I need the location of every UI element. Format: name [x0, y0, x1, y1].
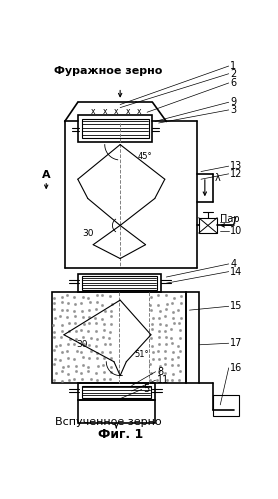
Text: 12: 12 — [230, 169, 243, 179]
Text: Вспученное зерно: Вспученное зерно — [55, 417, 162, 427]
Text: 17: 17 — [230, 338, 243, 348]
Bar — [186, 292, 199, 383]
Text: x: x — [137, 107, 142, 116]
Text: 7: 7 — [230, 217, 237, 227]
Text: 9: 9 — [230, 97, 236, 107]
Bar — [78, 274, 161, 292]
Bar — [213, 395, 239, 416]
Bar — [199, 218, 217, 233]
Text: 13: 13 — [230, 161, 242, 171]
Text: Фиг. 1: Фиг. 1 — [98, 428, 143, 442]
Bar — [78, 400, 155, 423]
Text: x: x — [114, 107, 118, 116]
Bar — [82, 119, 149, 138]
Bar — [78, 115, 153, 142]
Bar — [82, 386, 151, 398]
Text: x: x — [103, 107, 107, 116]
Text: 15: 15 — [230, 301, 243, 311]
Bar — [82, 276, 157, 290]
Text: Фуражное зерно: Фуражное зерно — [54, 66, 163, 76]
Text: 45°: 45° — [138, 152, 152, 161]
Text: 4: 4 — [230, 259, 236, 269]
Text: 10: 10 — [230, 226, 242, 236]
Text: 6: 6 — [230, 78, 236, 88]
Text: 5: 5 — [143, 384, 150, 394]
Text: 8: 8 — [157, 367, 163, 377]
Text: 16: 16 — [230, 363, 242, 373]
Text: 51°: 51° — [134, 349, 149, 358]
Text: λ: λ — [214, 173, 220, 183]
Text: 2: 2 — [230, 69, 237, 79]
Text: 11: 11 — [157, 375, 169, 385]
Text: 30: 30 — [76, 340, 87, 349]
Text: 3: 3 — [230, 105, 236, 115]
Text: Пар: Пар — [220, 214, 239, 224]
Text: 30: 30 — [82, 229, 94, 238]
Text: x: x — [126, 107, 130, 116]
Bar — [52, 292, 186, 383]
Text: x: x — [91, 107, 95, 116]
Text: 1: 1 — [230, 61, 236, 71]
Text: 14: 14 — [230, 266, 242, 276]
Text: A: A — [42, 170, 51, 180]
Bar — [78, 383, 155, 400]
